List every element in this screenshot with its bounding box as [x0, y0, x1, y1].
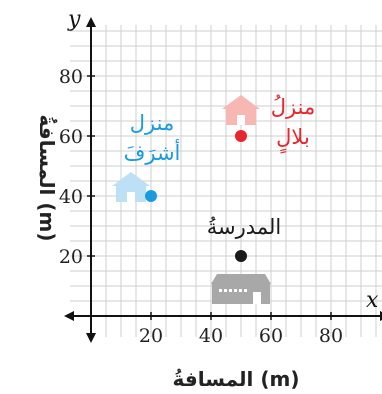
point-label: بلالٍ — [276, 125, 310, 155]
data-point — [235, 250, 247, 262]
grid — [70, 25, 382, 337]
point-label: منزلُ — [271, 94, 315, 119]
school-window — [239, 289, 242, 292]
y-axis-letter: y — [67, 7, 81, 32]
school-icon — [211, 274, 271, 304]
school-window — [219, 289, 222, 292]
data-point — [145, 190, 157, 202]
x-axis-arrow-left — [64, 311, 74, 321]
house-roof — [112, 172, 150, 186]
axes — [64, 17, 382, 343]
y-axis-label: المسافةُ (m) — [35, 115, 59, 242]
house-icon — [222, 95, 260, 125]
y-tick-label: 60 — [59, 126, 83, 148]
icons — [112, 95, 271, 304]
house-roof — [222, 95, 260, 109]
x-tick-label: 40 — [199, 325, 223, 347]
y-axis-arrow-up — [86, 17, 96, 27]
x-axis-letter: x — [366, 288, 379, 313]
y-tick-label: 40 — [59, 186, 83, 208]
point-label: منزل — [130, 111, 174, 135]
point-label: أشرَفَ — [124, 139, 181, 165]
y-tick-label: 20 — [59, 246, 83, 268]
x-tick-label: 60 — [259, 325, 283, 347]
tick-labels: 20 40 60 80 20 40 60 80 — [59, 66, 343, 347]
x-tick-label: 80 — [319, 325, 343, 347]
x-axis-label: المسافةُ (m) — [173, 367, 300, 391]
house-door — [127, 192, 135, 202]
x-tick-label: 20 — [139, 325, 163, 347]
house-icon — [112, 172, 150, 202]
school-door — [253, 292, 261, 304]
school-window — [244, 289, 247, 292]
school-roof — [211, 274, 271, 284]
school-window — [224, 289, 227, 292]
school-body — [212, 284, 270, 304]
y-axis-arrow-down — [86, 333, 96, 343]
y-tick-label: 80 — [59, 66, 83, 88]
school-window — [229, 289, 232, 292]
data-point — [235, 130, 247, 142]
data-points — [145, 130, 247, 262]
point-label: المدرسةُ — [207, 215, 281, 239]
school-window — [234, 289, 237, 292]
house-door — [237, 115, 245, 125]
